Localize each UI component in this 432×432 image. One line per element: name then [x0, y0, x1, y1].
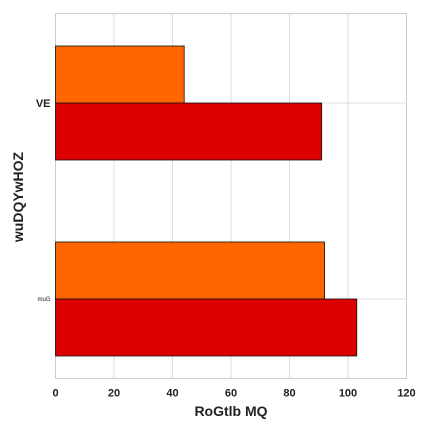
x-tick-labels: 0 20 40 60 80 100 120: [52, 388, 415, 400]
x-tick-label: 60: [225, 388, 237, 400]
x-tick-label: 40: [166, 388, 178, 400]
x-tick-label: 0: [52, 388, 58, 400]
bar: [55, 102, 323, 161]
x-axis-label: RoGtlb MQ: [194, 403, 267, 419]
x-tick-label: 100: [339, 388, 357, 400]
category-label: VE: [36, 98, 51, 110]
bar: [55, 45, 185, 104]
x-tick-label: 80: [283, 388, 295, 400]
plot-frame: [55, 13, 407, 379]
category-label: muG: [37, 297, 50, 303]
y-axis-label: wuDQYwHOZ: [10, 151, 26, 243]
bar: [55, 241, 326, 300]
category-labels: VE muG: [36, 98, 51, 303]
bars: [55, 45, 358, 357]
x-tick-label: 20: [108, 388, 120, 400]
x-tick-label: 120: [397, 388, 415, 400]
bar: [55, 298, 358, 357]
